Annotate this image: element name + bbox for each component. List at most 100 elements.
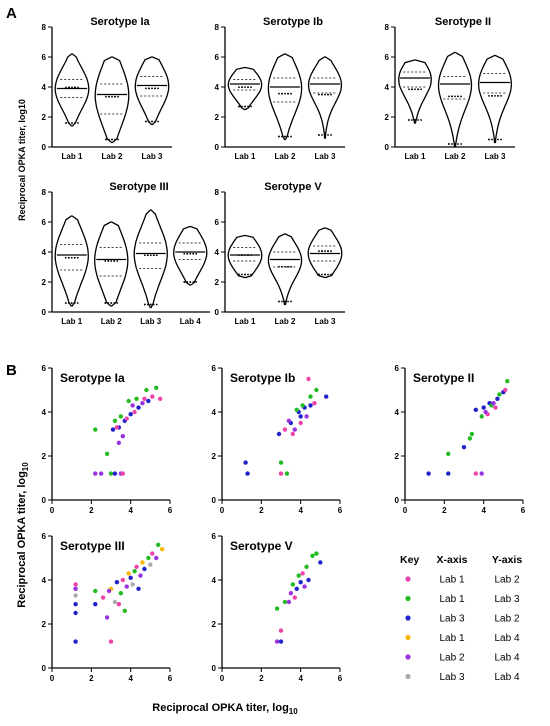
data-point: [117, 95, 119, 98]
data-point: [304, 414, 309, 419]
data-point: [138, 573, 143, 578]
x-tick-label: 6: [338, 674, 343, 683]
data-point: [128, 575, 133, 580]
x-tick-label: 0: [220, 674, 225, 683]
data-point: [130, 403, 135, 408]
data-point: [420, 119, 422, 121]
data-point: [132, 409, 137, 415]
data-point: [408, 119, 410, 121]
data-point: [150, 551, 155, 556]
data-point: [189, 252, 192, 255]
chart-title: Serotype II: [413, 371, 474, 385]
data-point: [281, 300, 283, 303]
y-tick-label: 2: [385, 113, 390, 122]
data-point: [308, 394, 313, 399]
key-x-axis: Lab 2: [439, 653, 464, 664]
chart-title: Serotype III: [109, 181, 168, 193]
data-point: [278, 92, 280, 95]
data-point: [290, 92, 292, 95]
data-point: [278, 628, 284, 633]
data-point: [324, 394, 329, 399]
data-point: [300, 403, 305, 408]
data-point: [241, 86, 243, 89]
key-swatch: [405, 615, 411, 621]
data-point: [108, 138, 110, 141]
scatter-chart: 00 2 2 4 4 6 6 Serotype III: [42, 532, 173, 683]
y-tick-label: 0: [212, 496, 217, 505]
data-point: [107, 302, 110, 304]
data-point: [124, 584, 129, 589]
data-point: [497, 94, 499, 97]
x-tick-label: Lab 2: [102, 152, 123, 161]
x-tick-label: Lab 1: [235, 152, 256, 161]
y-tick-label: 2: [215, 113, 220, 122]
data-point: [111, 138, 113, 141]
data-point: [186, 281, 189, 283]
y-tick-label: 4: [395, 408, 400, 417]
data-point: [290, 300, 292, 303]
data-point: [74, 86, 76, 89]
x-tick-label: 4: [128, 506, 133, 515]
key-y-axis: Lab 3: [494, 594, 519, 605]
data-point: [495, 396, 500, 401]
chart-title: Serotype Ia: [60, 371, 125, 385]
data-point: [116, 260, 119, 262]
data-point: [76, 302, 79, 304]
data-point: [148, 120, 150, 123]
data-point: [306, 376, 311, 382]
data-point: [124, 416, 129, 421]
data-point: [330, 250, 332, 252]
y-tick-label: 6: [215, 53, 220, 62]
data-point: [278, 300, 280, 303]
data-point: [481, 405, 486, 410]
data-point: [500, 138, 502, 141]
x-tick-label: 4: [298, 674, 303, 683]
data-point: [278, 265, 280, 268]
data-point: [73, 602, 78, 607]
data-point: [448, 95, 450, 98]
y-tick-label: 0: [215, 143, 220, 152]
data-point: [100, 595, 106, 600]
data-point: [104, 615, 110, 620]
data-point: [448, 143, 450, 145]
data-point: [278, 460, 284, 465]
y-tick-label: 2: [42, 452, 47, 461]
data-point: [67, 256, 70, 259]
chart-title: Serotype V: [230, 539, 293, 553]
y-tick-label: 2: [395, 452, 400, 461]
y-tick-label: 2: [42, 278, 47, 287]
data-point: [93, 588, 98, 594]
data-point: [479, 471, 484, 476]
key-swatch: [405, 673, 411, 680]
data-point: [451, 95, 453, 98]
data-point: [292, 595, 297, 600]
data-point: [140, 560, 145, 565]
data-point: [278, 471, 284, 476]
chart-title: Serotype Ib: [263, 16, 323, 28]
x-tick-label: Lab 2: [445, 152, 466, 161]
data-point: [111, 95, 113, 98]
data-point: [494, 94, 496, 97]
y-tick-label: 0: [42, 143, 47, 152]
data-point: [278, 639, 284, 644]
data-point: [287, 265, 289, 268]
data-point: [93, 471, 98, 476]
x-tick-label: 4: [128, 674, 133, 683]
x-tick-label: 0: [403, 506, 408, 515]
scatter-chart: 00 2 2 4 4 6 6 Serotype II: [395, 364, 526, 515]
violin-shape: [227, 66, 263, 111]
data-point: [417, 88, 419, 91]
data-point: [154, 87, 156, 90]
data-point: [300, 571, 305, 576]
key-x-axis: Lab 3: [439, 672, 464, 683]
data-point: [290, 265, 292, 268]
violin-chart: Serotype II 0 2 4 6 8 Lab 1 Lab 2 Lab 3: [385, 16, 515, 161]
chart-title: Serotype Ia: [90, 16, 150, 28]
data-point: [417, 119, 419, 121]
violin-shape: [227, 234, 263, 279]
panel-a-label: A: [6, 5, 17, 22]
data-point: [457, 95, 459, 98]
data-point: [146, 254, 149, 257]
data-point: [281, 135, 283, 138]
